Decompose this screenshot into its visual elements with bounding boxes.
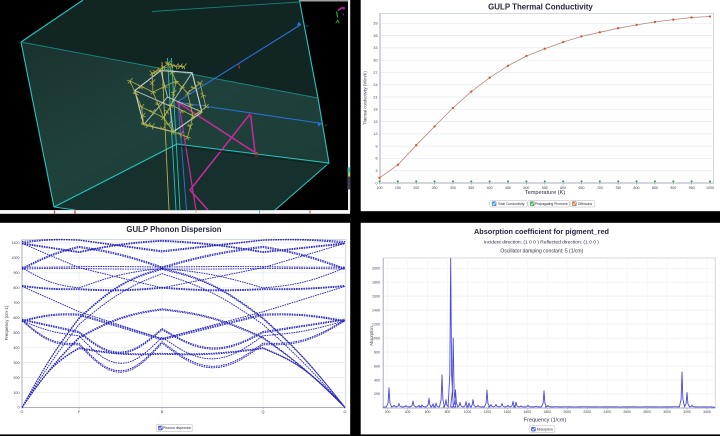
svg-text:1000: 1000	[372, 336, 380, 340]
svg-text:350: 350	[468, 186, 474, 190]
svg-text:1400: 1400	[504, 410, 512, 414]
svg-text:400: 400	[487, 186, 493, 190]
svg-text:400: 400	[405, 410, 411, 414]
svg-text:1100: 1100	[12, 241, 20, 245]
svg-text:1600: 1600	[372, 294, 380, 298]
svg-text:1200: 1200	[372, 322, 380, 326]
svg-text:200: 200	[13, 376, 19, 380]
svg-text:1800: 1800	[372, 280, 380, 284]
svg-text:550: 550	[542, 186, 548, 190]
svg-text:400: 400	[374, 378, 380, 382]
svg-text:21: 21	[373, 95, 377, 99]
svg-text:Diffusons: Diffusons	[578, 202, 592, 206]
svg-text:450: 450	[505, 186, 511, 190]
svg-text:200: 200	[413, 186, 419, 190]
svg-text:2000: 2000	[563, 410, 571, 414]
svg-text:G: G	[344, 410, 347, 414]
svg-text:Thermal conductivity (W/m/K): Thermal conductivity (W/m/K)	[363, 71, 368, 125]
svg-text:GULP Phonon Dispersion: GULP Phonon Dispersion	[126, 225, 221, 234]
svg-text:x: x	[343, 12, 345, 16]
svg-text:750: 750	[615, 186, 621, 190]
svg-text:600: 600	[374, 364, 380, 368]
svg-text:800: 800	[445, 410, 451, 414]
svg-text:b: b	[326, 124, 328, 128]
svg-text:700: 700	[597, 186, 603, 190]
svg-text:6: 6	[375, 157, 377, 161]
svg-text:2200: 2200	[583, 410, 591, 414]
svg-text:850: 850	[652, 186, 658, 190]
svg-text:Total Conductivity: Total Conductivity	[498, 202, 525, 206]
svg-text:950: 950	[689, 186, 695, 190]
svg-text:1600: 1600	[524, 410, 532, 414]
svg-text:1200: 1200	[484, 410, 492, 414]
svg-text:Frequency (1/cm): Frequency (1/cm)	[524, 418, 566, 424]
svg-text:b: b	[307, 24, 309, 28]
svg-text:24: 24	[373, 83, 377, 87]
svg-text:Absorption coefficient for pig: Absorption coefficient for pigment_red	[474, 227, 609, 236]
svg-text:0: 0	[375, 181, 377, 185]
svg-text:150: 150	[395, 186, 401, 190]
svg-text:3000: 3000	[663, 410, 671, 414]
svg-text:15: 15	[373, 120, 377, 124]
svg-text:33: 33	[373, 46, 377, 50]
svg-text:F: F	[78, 410, 81, 414]
svg-text:100: 100	[377, 186, 383, 190]
svg-text:12: 12	[373, 132, 377, 136]
svg-text:200: 200	[374, 392, 380, 396]
svg-text:1000: 1000	[11, 256, 19, 260]
svg-text:2800: 2800	[643, 410, 651, 414]
svg-text:Phonon dispersion: Phonon dispersion	[163, 426, 191, 430]
svg-text:2600: 2600	[623, 410, 631, 414]
svg-text:Incident direction: (1 0 0 ) R: Incident direction: (1 0 0 ) Reflected d…	[484, 239, 600, 245]
svg-text:Frequency (cm-1): Frequency (cm-1)	[4, 305, 9, 340]
svg-text:30: 30	[373, 58, 377, 62]
svg-text:GULP Thermal Conductivity: GULP Thermal Conductivity	[488, 2, 593, 11]
svg-text:300: 300	[450, 186, 456, 190]
svg-text:27: 27	[373, 71, 377, 75]
svg-text:1000: 1000	[706, 186, 714, 190]
svg-text:B: B	[161, 410, 164, 414]
svg-text:300: 300	[13, 361, 19, 365]
svg-text:Absorption: Absorption	[537, 427, 553, 431]
svg-text:18: 18	[373, 108, 377, 112]
svg-text:600: 600	[13, 316, 19, 320]
svg-text:2400: 2400	[603, 410, 611, 414]
svg-text:Propagating Phonons: Propagating Phonons	[535, 202, 568, 206]
svg-text:36: 36	[373, 34, 377, 38]
svg-text:900: 900	[670, 186, 676, 190]
svg-text:2000: 2000	[372, 266, 380, 270]
svg-text:3200: 3200	[683, 410, 691, 414]
svg-text:900: 900	[13, 271, 19, 275]
svg-text:1800: 1800	[544, 410, 552, 414]
svg-text:1400: 1400	[372, 308, 380, 312]
svg-text:39: 39	[373, 22, 377, 26]
svg-text:9: 9	[375, 144, 377, 148]
svg-text:100: 100	[13, 391, 19, 395]
svg-text:200: 200	[385, 410, 391, 414]
svg-text:400: 400	[13, 346, 19, 350]
svg-text:Oscillator damping constant: 5: Oscillator damping constant: 5 (1/cm)	[500, 248, 583, 254]
svg-text:800: 800	[13, 286, 19, 290]
svg-text:0: 0	[17, 406, 19, 410]
svg-text:600: 600	[425, 410, 431, 414]
svg-text:250: 250	[432, 186, 438, 190]
svg-text:800: 800	[634, 186, 640, 190]
svg-text:600: 600	[560, 186, 566, 190]
svg-text:700: 700	[13, 301, 19, 305]
svg-text:G: G	[21, 410, 24, 414]
svg-text:500: 500	[523, 186, 529, 190]
svg-text:1000: 1000	[464, 410, 472, 414]
svg-text:Q: Q	[262, 410, 265, 414]
svg-text:650: 650	[578, 186, 584, 190]
svg-text:500: 500	[13, 331, 19, 335]
svg-text:3400: 3400	[703, 410, 711, 414]
svg-text:800: 800	[374, 350, 380, 354]
svg-text:Temperature (K): Temperature (K)	[525, 190, 566, 196]
svg-text:Absorption: Absorption	[369, 325, 374, 345]
svg-text:3: 3	[375, 169, 377, 173]
